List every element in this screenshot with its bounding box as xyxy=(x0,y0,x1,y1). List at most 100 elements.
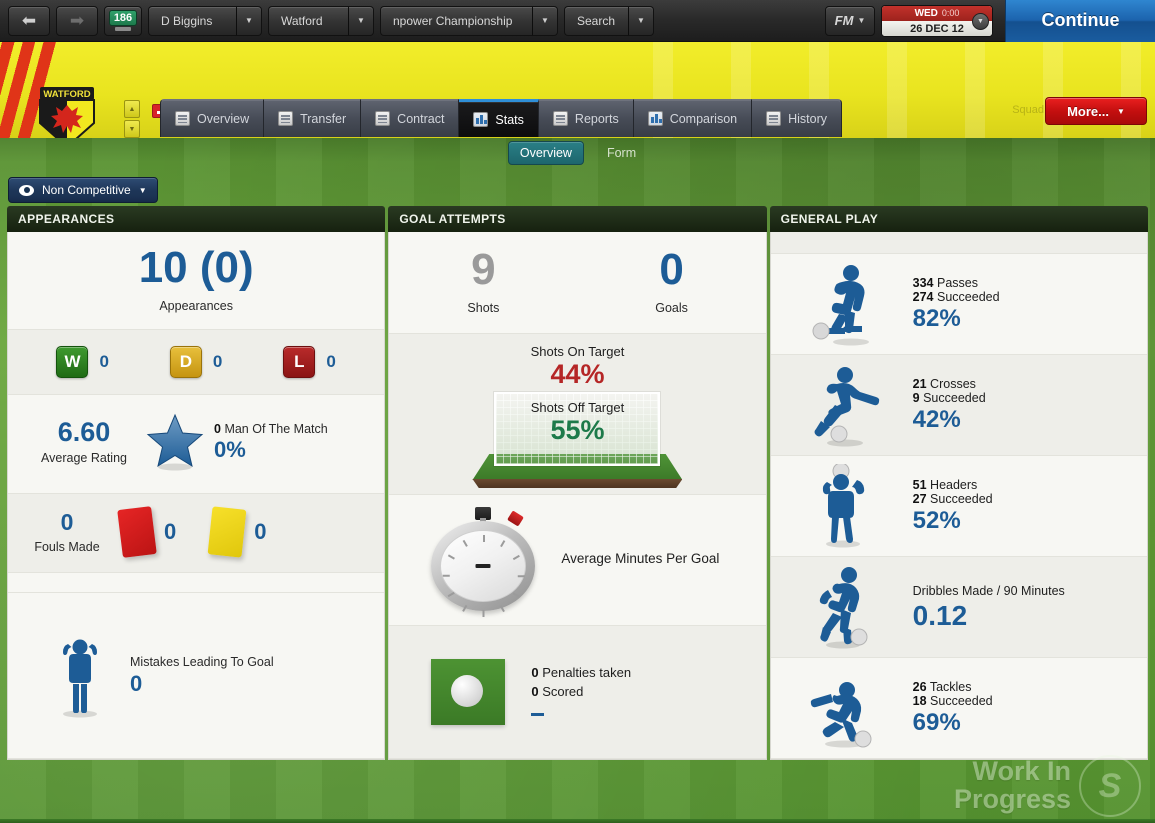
tackles-count: 26 xyxy=(912,679,927,694)
appearances-spacer xyxy=(8,573,385,593)
draw-badge: D xyxy=(169,346,202,378)
more-button-label: More... xyxy=(1067,103,1109,119)
losses-value: 0 xyxy=(326,352,336,371)
date-dropdown-caret[interactable]: ▼ xyxy=(972,12,989,30)
sports-interactive-logo xyxy=(1079,755,1141,817)
date-full-label: 26 DEC 12 xyxy=(882,20,992,36)
passes-percent: 82% xyxy=(912,304,961,332)
fouls-value: 0 xyxy=(60,508,74,535)
shot-accuracy-row: Shots On Target 44% Shots Off Target 55% xyxy=(389,334,766,496)
penalties-scored-label: Scored xyxy=(542,684,584,700)
penalties-scored-value: 0 xyxy=(531,684,539,700)
panel-general-play: GENERAL PLAY xyxy=(769,206,1148,760)
player-section-tabs: Overview Transfer Contract Stats Reports… xyxy=(160,99,842,137)
date-day-label: WED xyxy=(914,7,938,19)
tab-comparison-label: Comparison xyxy=(669,111,738,126)
star-icon xyxy=(144,413,206,471)
wins-value: 0 xyxy=(99,352,109,371)
game-date-button[interactable]: WED 0:00 26 DEC 12 ▼ xyxy=(881,4,993,37)
fm-menu-button[interactable]: FM ▼ xyxy=(825,5,875,36)
crosses-text: 21 Crosses 9 Succeeded 42% xyxy=(913,377,986,433)
player-navigation-spinner[interactable]: ▲ ▼ xyxy=(124,100,140,138)
club-name-label: Watford xyxy=(268,5,348,36)
tackles-succeeded-label: Succeeded xyxy=(930,693,993,708)
goal-attempts-body: 9 Shots 0 Goals Shots On Target 44% xyxy=(388,232,767,760)
tab-transfer[interactable]: Transfer xyxy=(264,99,362,137)
tab-contract-label: Contract xyxy=(397,111,445,126)
competition-filter-label: Non Competitive xyxy=(42,183,131,197)
club-selector[interactable]: Watford ▼ xyxy=(268,5,374,36)
inbox-count-badge: 186 xyxy=(108,10,138,26)
mistakes-label: Mistakes Leading To Goal xyxy=(130,654,274,669)
goals-block: 0 Goals xyxy=(578,245,766,316)
inbox-button[interactable]: 186 xyxy=(104,5,142,36)
competition-dropdown-caret[interactable]: ▼ xyxy=(532,5,558,36)
club-dropdown-caret[interactable]: ▼ xyxy=(348,5,374,36)
shots-block: 9 Shots xyxy=(389,248,577,316)
club-badge-watford[interactable]: WATFORD xyxy=(30,87,104,138)
tab-reports-label: Reports xyxy=(574,111,619,126)
bar-chart-icon xyxy=(473,112,489,127)
back-button[interactable]: ⬅ xyxy=(8,5,50,36)
general-play-title: GENERAL PLAY xyxy=(769,206,1148,232)
bottom-bar xyxy=(0,819,1155,823)
chevron-down-icon: ▼ xyxy=(245,16,253,25)
tab-comparison[interactable]: Comparison xyxy=(633,99,753,137)
headers-count-label: Headers xyxy=(930,477,978,492)
crosses-succeeded-line: 9 Succeeded xyxy=(913,391,986,405)
panel-goal-attempts: GOAL ATTEMPTS 9 Shots 0 Goals Shots On T… xyxy=(388,206,767,760)
tab-contract[interactable]: Contract xyxy=(361,99,460,137)
competition-filter-button[interactable]: Non Competitive ▼ xyxy=(8,177,158,203)
average-rating-value: 6.60 xyxy=(57,417,111,447)
general-play-spacer xyxy=(770,232,1147,254)
appearances-total-row: 10 (0) Appearances xyxy=(8,232,385,330)
chevron-down-icon: ▼ xyxy=(1116,106,1125,116)
passes-count-label: Passes xyxy=(937,275,978,290)
tab-reports[interactable]: Reports xyxy=(538,99,634,137)
shots-off-target-label: Shots Off Target xyxy=(530,400,625,416)
inbox-icon xyxy=(115,27,131,31)
chevron-down-icon: ▼ xyxy=(541,16,549,25)
general-play-row-crosses: 21 Crosses 9 Succeeded 42% xyxy=(770,355,1147,456)
competition-selector[interactable]: npower Championship ▼ xyxy=(380,5,558,36)
goals-value: 0 xyxy=(659,245,684,294)
date-time-label: 0:00 xyxy=(941,8,960,18)
win-badge: W xyxy=(56,346,89,378)
manager-dropdown-caret[interactable]: ▼ xyxy=(236,5,262,36)
tab-history[interactable]: History xyxy=(752,99,842,137)
more-button[interactable]: More... ▼ xyxy=(1045,97,1147,125)
passes-succeeded-label: Succeeded xyxy=(937,289,1000,304)
crosses-succeeded: 9 xyxy=(912,390,920,405)
penalties-row: 0 Penalties taken 0 Scored xyxy=(389,626,766,759)
shots-label: Shots xyxy=(467,301,500,315)
top-toolbar: ⬅ ➡ 186 D Biggins ▼ Watford ▼ npower Cha… xyxy=(0,0,1155,42)
forward-button[interactable]: ➡ xyxy=(56,5,98,36)
manager-selector[interactable]: D Biggins ▼ xyxy=(148,5,262,36)
continue-button[interactable]: Continue xyxy=(1005,0,1155,42)
chevron-down-icon: ▼ xyxy=(637,16,645,25)
mistakes-text: Mistakes Leading To Goal 0 xyxy=(130,655,274,697)
search-dropdown-caret[interactable]: ▼ xyxy=(628,5,654,36)
appearances-value: 10 (0) xyxy=(138,243,254,292)
tackles-count-line: 26 Tackles xyxy=(913,680,993,694)
tackles-count-label: Tackles xyxy=(929,679,972,694)
average-rating-block: 6.60 Average Rating xyxy=(28,417,140,466)
shots-on-target-label: Shots On Target xyxy=(530,344,625,359)
tab-overview[interactable]: Overview xyxy=(160,99,265,137)
date-day-row: WED 0:00 xyxy=(882,5,992,21)
red-card-icon xyxy=(117,506,157,558)
subtab-form[interactable]: Form xyxy=(606,146,637,160)
yellow-card-icon xyxy=(207,506,247,558)
watermark-text: Work In Progress xyxy=(954,758,1071,813)
losses-item: L 0 xyxy=(283,346,336,378)
spinner-down-icon[interactable]: ▼ xyxy=(124,120,140,138)
crosses-percent: 42% xyxy=(912,405,961,433)
motm-label: Man Of The Match xyxy=(224,421,328,436)
svg-text:WATFORD: WATFORD xyxy=(43,89,90,100)
subtab-overview[interactable]: Overview xyxy=(507,141,584,165)
draws-item: D 0 xyxy=(169,346,222,378)
search-selector[interactable]: Search ▼ xyxy=(564,5,654,36)
headers-succeeded-line: 27 Succeeded xyxy=(913,492,993,506)
tab-stats[interactable]: Stats xyxy=(459,99,539,137)
spinner-up-icon[interactable]: ▲ xyxy=(124,100,140,118)
